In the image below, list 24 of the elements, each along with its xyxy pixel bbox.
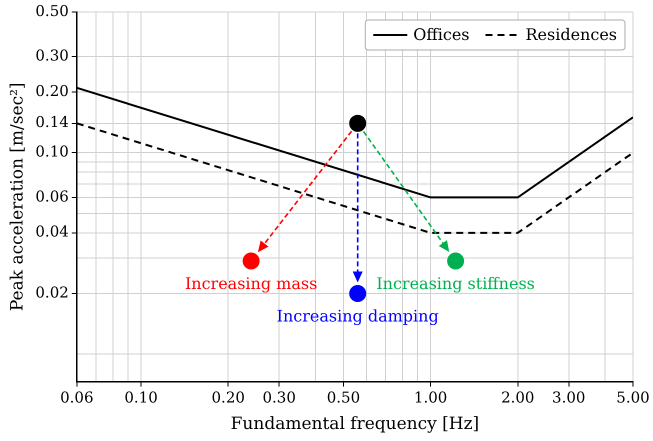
x-tick-label: 0.50 — [326, 388, 360, 406]
y-tick-label: 0.02 — [35, 283, 69, 302]
x-tick-label: 1.00 — [414, 388, 448, 406]
x-tick-label: 0.06 — [60, 388, 94, 406]
y-tick-label: 0.10 — [35, 142, 69, 161]
y-tick-label: 0.50 — [35, 2, 69, 20]
legend-label: Residences — [526, 25, 617, 44]
y-tick-label: 0.04 — [35, 222, 69, 241]
y-tick-label: 0.06 — [35, 187, 69, 206]
legend-label: Offices — [413, 25, 470, 44]
x-tick-label: 0.30 — [262, 388, 296, 406]
y-tick-label: 0.14 — [35, 113, 69, 132]
x-tick-label: 3.00 — [552, 388, 586, 406]
x-axis-title: Fundamental frequency [Hz] — [230, 414, 480, 434]
x-tick-label: 0.20 — [212, 388, 245, 406]
x-tick-label: 2.00 — [501, 388, 534, 406]
y-axis-title: Peak acceleration [m/sec²] — [8, 82, 28, 312]
annotation: Increasing damping — [276, 306, 439, 326]
annotation: Increasing stiffness — [376, 274, 535, 294]
x-tick-label: 5.00 — [616, 388, 650, 406]
x-tick-label: 0.10 — [124, 388, 158, 406]
annotation: Increasing mass — [184, 274, 318, 294]
y-tick-label: 0.30 — [35, 46, 69, 65]
y-tick-label: 0.20 — [35, 82, 69, 100]
